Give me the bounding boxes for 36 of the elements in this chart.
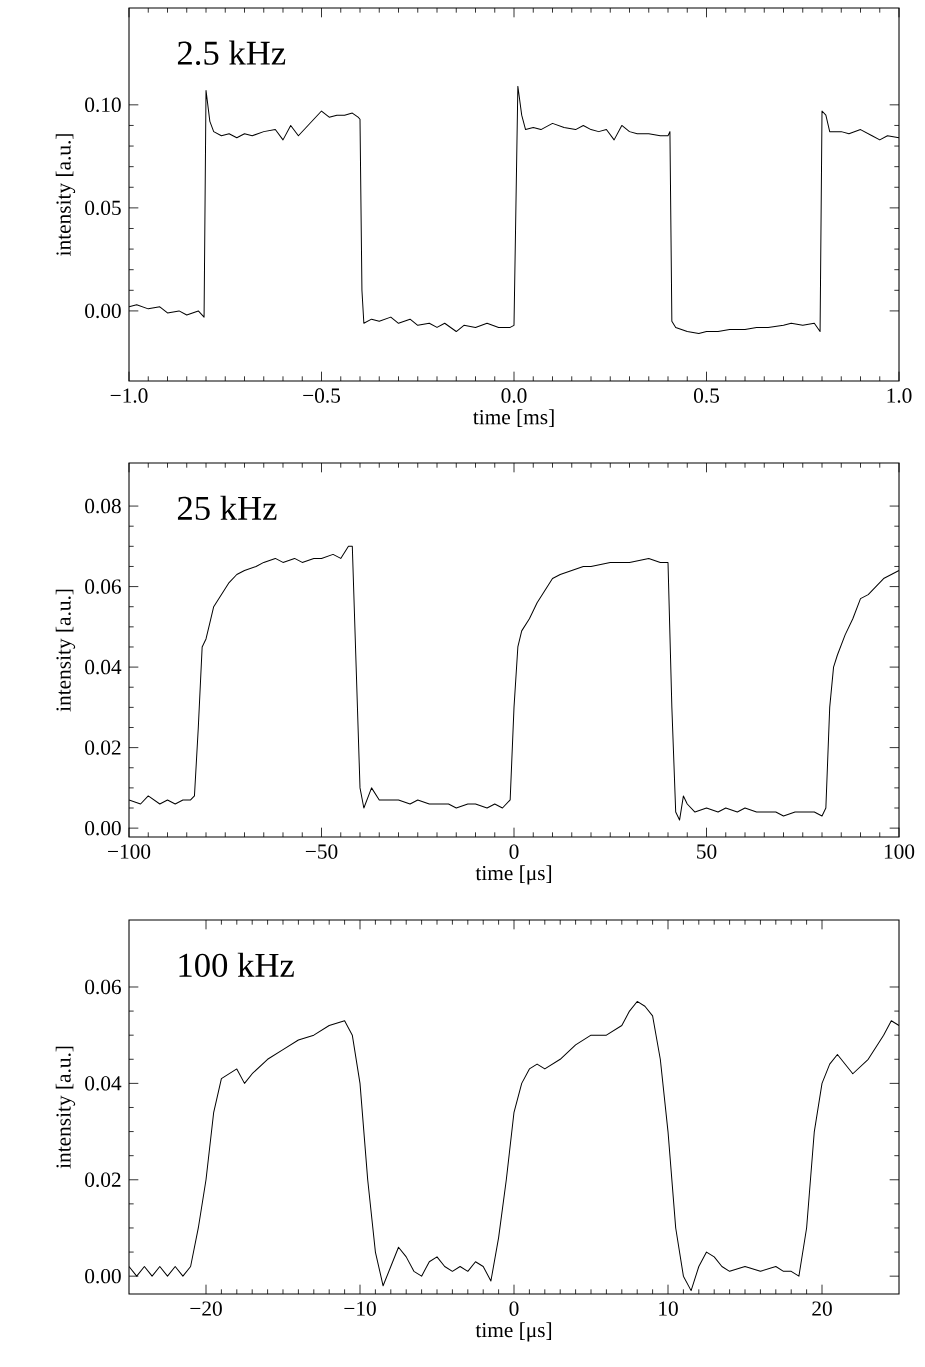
x-axis-title: time [μs] (475, 865, 552, 885)
x-tick-label: 20 (812, 1301, 832, 1316)
x-tick-label: 0.5 (693, 388, 719, 403)
annotation: 100 kHz (179, 952, 294, 978)
y-tick-label: 0.06 (85, 979, 121, 995)
x-tick-label: −1.0 (110, 388, 148, 403)
x-tick-label: −50 (305, 844, 338, 859)
x-tick-label: 100 (884, 844, 915, 859)
x-tick-label: 0 (509, 1301, 519, 1316)
x-axis-title: time [μs] (475, 1322, 552, 1342)
y-tick-label: 0.05 (85, 200, 121, 216)
y-tick-label: 0.00 (85, 303, 121, 319)
y-tick-label: 0.02 (85, 1172, 121, 1188)
annotation: 2.5 kHz (177, 40, 286, 65)
y-tick-label: 0.08 (85, 498, 121, 514)
y-tick-label: 0.10 (85, 97, 121, 113)
y-tick-label: 0.04 (85, 1076, 122, 1091)
x-tick-label: 10 (659, 1301, 678, 1316)
x-tick-label: 0 (509, 844, 519, 859)
y-tick-label: 0.04 (85, 659, 122, 675)
x-tick-label: −100 (108, 844, 151, 859)
y-tick-label: 0.06 (85, 579, 121, 594)
x-tick-label: 0.0 (501, 388, 527, 403)
y-tick-label: 0.02 (85, 740, 121, 755)
y-tick-label: 0.00 (85, 1268, 121, 1284)
x-tick-label: 50 (697, 844, 717, 859)
x-tick-label: −0.5 (303, 388, 341, 403)
x-axis-title: time [ms] (473, 409, 554, 427)
y-axis-title: intensity [a.u.] (55, 1046, 76, 1169)
y-axis-title: intensity [a.u.] (55, 589, 76, 712)
y-tick-label: 0.00 (85, 820, 121, 836)
x-tick-label: −20 (190, 1301, 222, 1316)
annotation: 25 kHz (177, 495, 277, 521)
y-axis-title: intensity [a.u.] (55, 134, 76, 256)
x-tick-label: −10 (344, 1301, 376, 1316)
x-tick-label: 1.0 (887, 388, 912, 403)
